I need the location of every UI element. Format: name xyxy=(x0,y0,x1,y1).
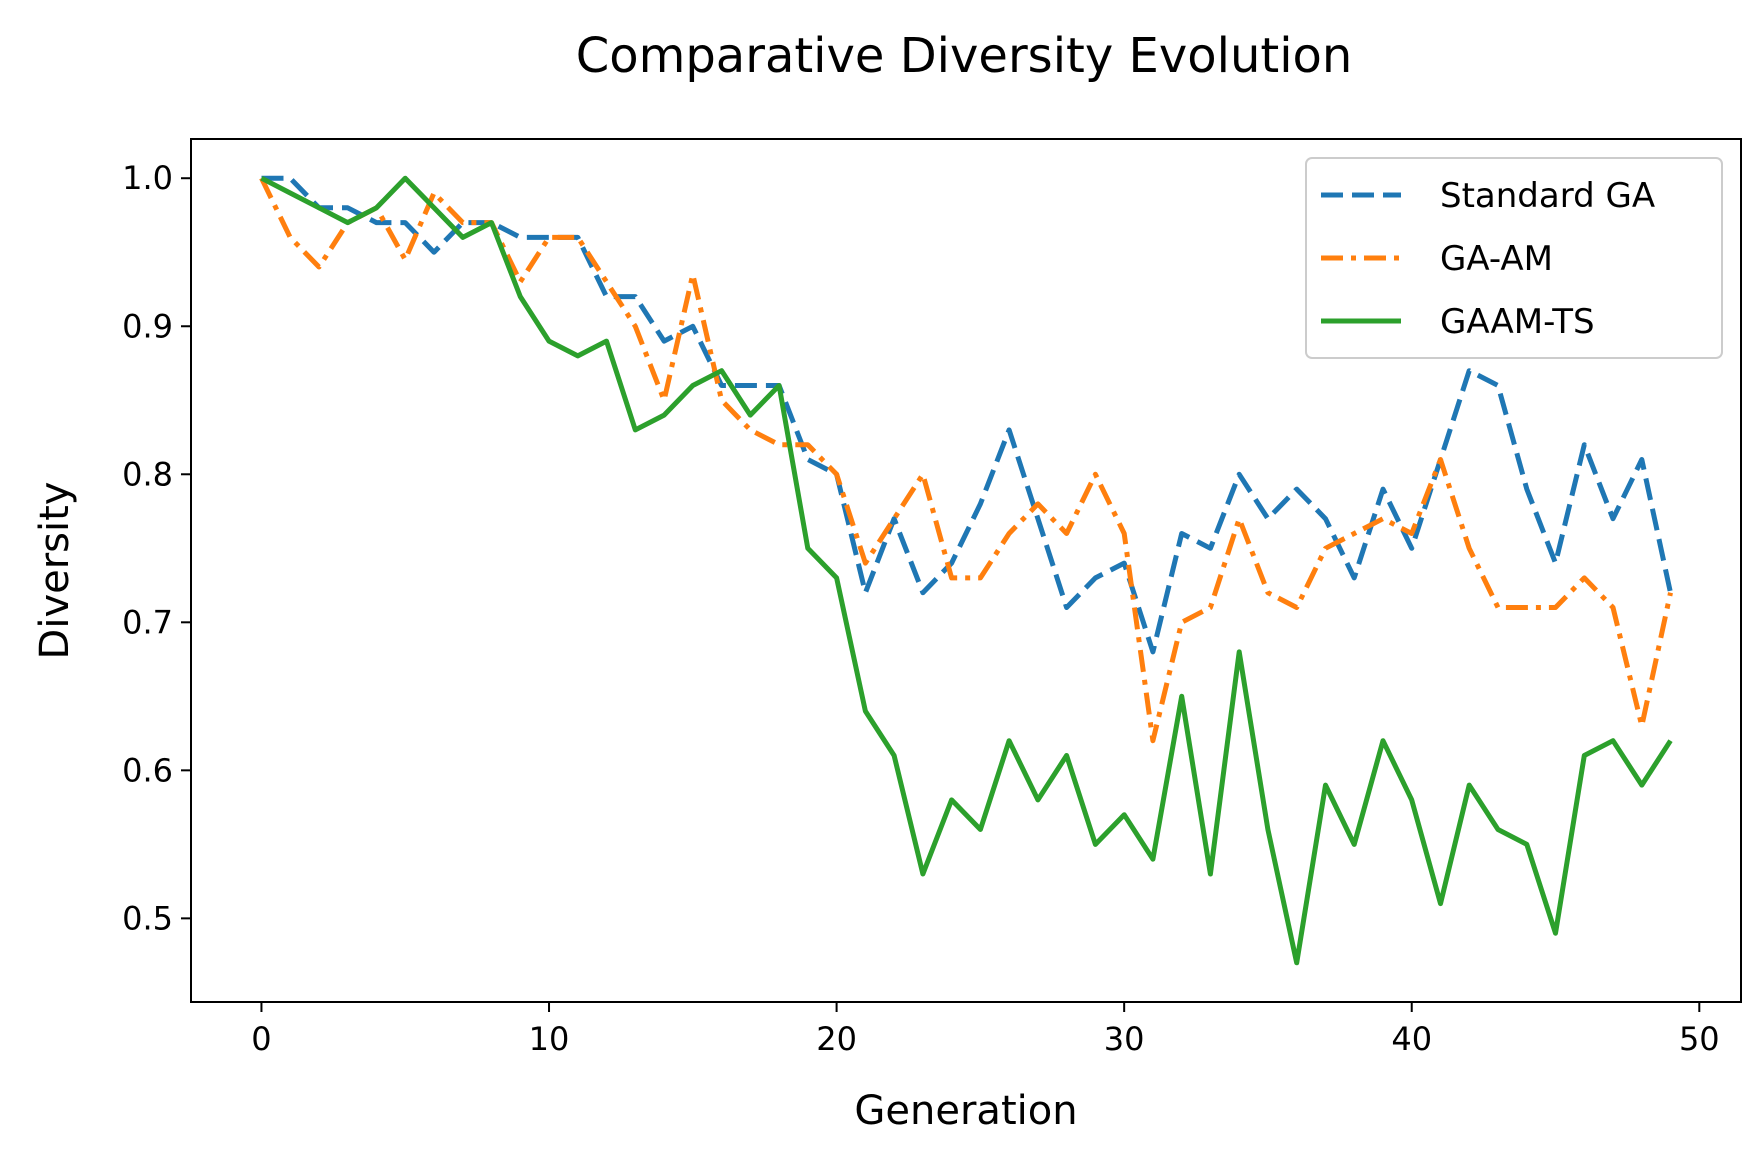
chart-title: Comparative Diversity Evolution xyxy=(576,28,1353,84)
x-tick-label: 50 xyxy=(1679,1020,1720,1058)
y-tick-label: 0.7 xyxy=(122,603,173,641)
x-axis-label: Generation xyxy=(854,1088,1077,1134)
x-tick-label: 40 xyxy=(1391,1020,1432,1058)
y-tick-label: 1.0 xyxy=(122,159,173,197)
y-tick-label: 0.9 xyxy=(122,307,173,345)
y-tick-label: 0.8 xyxy=(122,455,173,493)
legend-label: GA-AM xyxy=(1440,239,1553,279)
series-layer xyxy=(259,175,1673,966)
legend-box xyxy=(1305,157,1723,359)
y-axis-label: Diversity xyxy=(32,482,78,660)
y-tick-label: 0.5 xyxy=(122,899,173,937)
y-tick-label: 0.6 xyxy=(122,751,173,789)
x-tick-label: 20 xyxy=(816,1020,857,1058)
legend-label: Standard GA xyxy=(1440,176,1655,216)
legend-label: GAAM-TS xyxy=(1440,302,1595,342)
ticks-layer: 0 10 20 30 40 50 0.5 0.6 0.7 0.8 0.9 1.0 xyxy=(122,159,1720,1058)
plot-frame xyxy=(190,138,1742,1003)
x-tick-label: 30 xyxy=(1104,1020,1145,1058)
x-tick-label: 0 xyxy=(251,1020,271,1058)
x-tick-label: 10 xyxy=(529,1020,570,1058)
legend: Standard GA GA-AM GAAM-TS xyxy=(1305,157,1723,359)
series-line-gaam-ts xyxy=(260,175,1673,966)
